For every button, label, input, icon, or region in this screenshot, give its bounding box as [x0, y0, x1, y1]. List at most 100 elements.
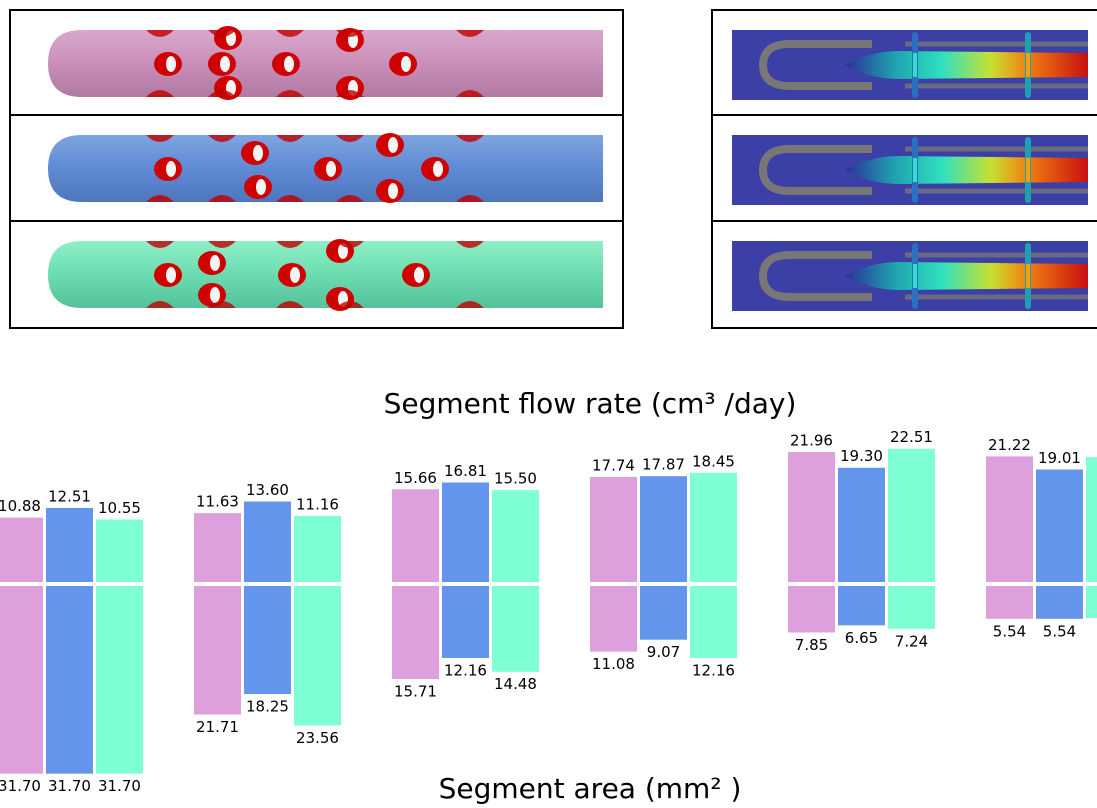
value-label: 12.16 [692, 661, 735, 679]
value-label: 11.08 [592, 655, 635, 673]
hole-inner [290, 267, 300, 283]
bar [392, 586, 439, 679]
chart: Segment flow rate (cm³ /day) 10.88 11.63 15… [0, 387, 1097, 805]
bar [838, 468, 885, 582]
bar [442, 482, 489, 582]
hole-inner [253, 145, 263, 161]
bar [590, 586, 637, 652]
value-label: 5.54 [993, 622, 1026, 640]
value-label: 7.24 [895, 632, 928, 650]
bar [788, 586, 835, 632]
bar [690, 473, 737, 582]
bar [96, 586, 143, 774]
tube [48, 241, 603, 308]
hole-inner [326, 161, 336, 177]
value-label: 12.51 [48, 487, 91, 505]
hole-inner [256, 179, 266, 195]
bar [0, 518, 43, 582]
value-label: 9.07 [647, 643, 680, 661]
value-label: 21.96 [790, 431, 833, 449]
hole-inner [284, 56, 294, 72]
value-label: 18.25 [246, 698, 289, 716]
bar [590, 477, 637, 582]
value-label: 15.71 [394, 683, 437, 701]
value-label: 31.70 [0, 777, 41, 795]
bar [788, 452, 835, 582]
page: {"chart_data": [ {"type": "bar", "direct… [0, 0, 1097, 808]
hole-inner [433, 161, 443, 177]
bar [986, 586, 1033, 619]
value-label: 31.70 [48, 777, 91, 795]
bar [492, 490, 539, 582]
bar [640, 586, 687, 640]
hole-inner [220, 56, 230, 72]
value-label: 23.56 [296, 729, 339, 747]
bar [294, 586, 341, 725]
jet-spike-core [913, 264, 917, 288]
value-label: 10.55 [98, 499, 141, 517]
bar [96, 520, 143, 582]
bar [888, 586, 935, 629]
value-label: 15.66 [394, 469, 437, 487]
value-label: 14.48 [494, 675, 537, 693]
jet-spike-core [1026, 264, 1030, 288]
hole-inner [166, 56, 176, 72]
bar [392, 489, 439, 582]
value-label: 17.74 [592, 456, 635, 474]
value-label: 19.30 [840, 447, 883, 465]
bar [442, 586, 489, 658]
value-label: 5.54 [1043, 622, 1076, 640]
bar [244, 501, 291, 582]
hole-inner [210, 255, 220, 271]
value-label: 13.60 [246, 481, 289, 499]
hole-inner [401, 56, 411, 72]
chart-title: Segment area (mm² ) [439, 772, 742, 805]
value-label: 10.88 [0, 497, 41, 515]
jet-spike-core [1026, 53, 1030, 77]
bar [986, 456, 1033, 582]
bar [838, 586, 885, 625]
jet-spike-core [913, 158, 917, 182]
hole-inner [414, 267, 424, 283]
hole-inner [388, 137, 398, 153]
jet [845, 262, 1088, 290]
jet-spike-core [1026, 158, 1030, 182]
value-label: 11.16 [296, 495, 339, 513]
bar [690, 586, 737, 658]
value-label: 19.01 [1038, 449, 1081, 467]
bar [1036, 469, 1083, 582]
bar [0, 586, 43, 774]
bar [46, 586, 93, 774]
hole-inner [166, 161, 176, 177]
bar [888, 449, 935, 582]
bar [46, 508, 93, 582]
value-label: 17.87 [642, 456, 685, 474]
bar [194, 513, 241, 582]
bar [244, 586, 291, 694]
value-label: 7.85 [795, 636, 828, 654]
value-label: 11.63 [196, 493, 239, 511]
jet [845, 156, 1088, 184]
bar [1086, 586, 1097, 618]
chart-title: Segment flow rate (cm³ /day) [384, 387, 797, 420]
bar [640, 476, 687, 582]
bar [492, 586, 539, 672]
simulation-renders [10, 10, 1097, 328]
hole-inner [166, 267, 176, 283]
tube [48, 30, 603, 97]
value-label: 16.81 [444, 462, 487, 480]
value-label: 21.71 [196, 718, 239, 736]
bar [1036, 586, 1083, 619]
hole-inner [210, 287, 220, 303]
jet [845, 51, 1088, 79]
bar [1086, 457, 1097, 582]
figure: Segment flow rate (cm³ /day) 10.88 11.63 15… [0, 0, 1097, 808]
value-label: 22.51 [890, 428, 933, 446]
value-label: 15.50 [494, 470, 537, 488]
value-label: 6.65 [845, 629, 878, 647]
value-label: 12.16 [444, 661, 487, 679]
value-label: 31.70 [98, 777, 141, 795]
value-label: 18.45 [692, 452, 735, 470]
hole-inner [388, 183, 398, 199]
bar [194, 586, 241, 715]
